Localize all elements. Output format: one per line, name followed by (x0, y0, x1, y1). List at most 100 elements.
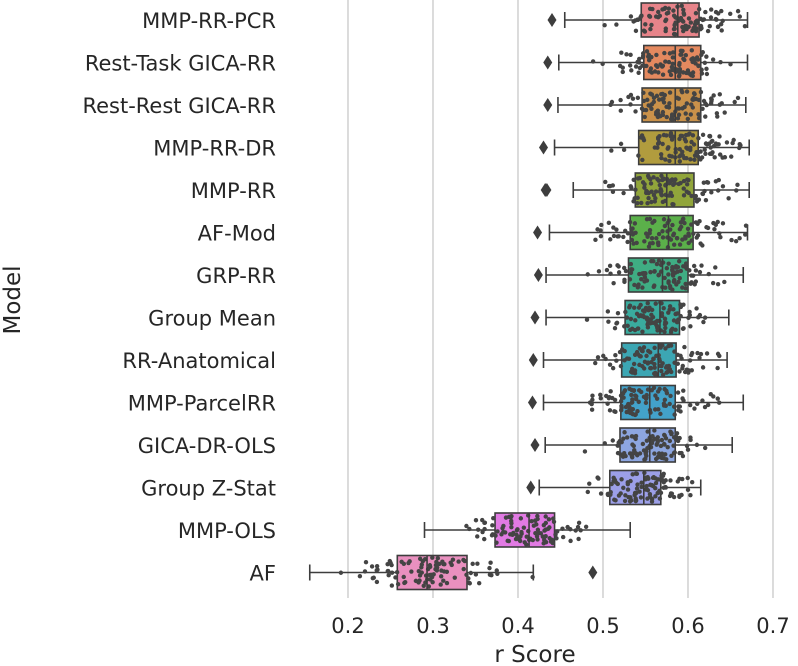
swarm-point (678, 15, 684, 21)
swarm-point (675, 106, 680, 111)
swarm-point (638, 14, 643, 20)
swarm-point (676, 74, 682, 79)
swarm-point (619, 439, 624, 445)
swarm-point (696, 97, 702, 103)
swarm-point (595, 475, 600, 480)
swarm-point (684, 189, 689, 194)
swarm-point (734, 188, 739, 193)
swarm-point (464, 572, 469, 577)
swarm-point (712, 226, 717, 232)
swarm-point (708, 145, 713, 150)
swarm-point (718, 59, 723, 65)
swarm-point (652, 365, 657, 370)
swarm-point (535, 527, 541, 532)
swarm-point (663, 28, 668, 34)
swarm-point (654, 93, 660, 99)
series-grp-rr (533, 257, 745, 293)
swarm-point (640, 63, 645, 68)
swarm-point (696, 112, 701, 117)
swarm-point (678, 268, 684, 274)
swarm-point (660, 109, 666, 115)
swarm-point (666, 261, 671, 266)
swarm-point (609, 148, 614, 153)
swarm-point (689, 480, 695, 485)
swarm-point (679, 3, 684, 9)
swarm-point (630, 399, 635, 405)
swarm-point (611, 225, 616, 230)
swarm-point (672, 178, 677, 183)
swarm-point (656, 258, 662, 263)
swarm-point (659, 368, 664, 374)
swarm-point (681, 178, 687, 184)
swarm-point (519, 529, 524, 535)
swarm-point (683, 139, 689, 144)
swarm-point (362, 569, 368, 574)
outlier-marker (542, 183, 552, 197)
swarm-point (664, 133, 669, 138)
swarm-point (683, 236, 688, 241)
swarm-point (419, 562, 425, 567)
swarm-point (646, 52, 652, 58)
swarm-point (645, 201, 650, 206)
swarm-point (675, 390, 681, 395)
swarm-point (534, 534, 540, 539)
swarm-point (590, 59, 596, 64)
swarm-point (639, 277, 644, 282)
swarm-point (704, 71, 710, 77)
swarm-point (676, 279, 681, 285)
swarm-point (670, 271, 676, 277)
swarm-point (720, 221, 726, 226)
swarm-point (605, 401, 610, 406)
swarm-point (630, 407, 636, 412)
swarm-point (677, 227, 683, 232)
swarm-point (610, 189, 616, 195)
swarm-point (673, 265, 679, 270)
swarm-point (630, 455, 635, 460)
swarm-point (681, 193, 687, 198)
swarm-point (640, 180, 646, 185)
swarm-point (643, 231, 649, 236)
swarm-point (737, 14, 742, 19)
swarm-point (653, 14, 659, 19)
swarm-point (683, 281, 688, 287)
swarm-point (648, 66, 654, 71)
swarm-point (637, 362, 642, 368)
swarm-point (622, 430, 627, 435)
swarm-point (656, 9, 661, 15)
swarm-point (735, 8, 741, 14)
swarm-point (655, 328, 660, 333)
swarm-point (700, 243, 705, 248)
model-label: GRP-RR (196, 264, 276, 288)
swarm-point (655, 435, 660, 440)
swarm-point (637, 271, 642, 277)
swarm-point (476, 527, 481, 532)
swarm-point (662, 50, 667, 56)
swarm-point (653, 189, 659, 194)
swarm-point (667, 153, 672, 159)
swarm-point (606, 319, 611, 324)
swarm-point (494, 568, 499, 573)
swarm-point (704, 225, 709, 230)
swarm-point (513, 536, 519, 542)
swarm-point (665, 444, 670, 450)
swarm-point (522, 540, 527, 545)
swarm-point (633, 64, 639, 69)
swarm-point (671, 494, 677, 500)
swarm-point (456, 559, 461, 564)
y-axis-label: Model (0, 265, 26, 334)
swarm-point (655, 176, 660, 182)
swarm-point (627, 404, 632, 409)
swarm-point (642, 270, 648, 276)
swarm-point (608, 237, 613, 242)
swarm-point (681, 19, 686, 24)
swarm-point (663, 157, 668, 162)
swarm-point (633, 318, 638, 323)
swarm-point (633, 28, 639, 34)
swarm-point (645, 173, 651, 179)
swarm-point (651, 175, 656, 180)
swarm-point (659, 311, 665, 316)
swarm-point (663, 452, 668, 457)
swarm-point (654, 261, 660, 267)
swarm-point (670, 61, 675, 66)
swarm-point (687, 358, 693, 363)
